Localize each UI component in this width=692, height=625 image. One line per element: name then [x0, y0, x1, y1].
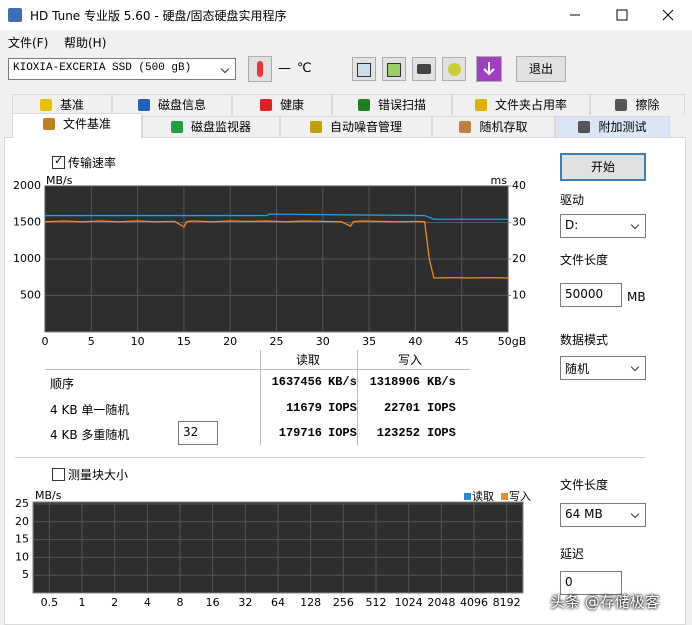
- arrow-icon: [483, 62, 495, 76]
- window-title: HD Tune 专业版 5.60 - 硬盘/固态硬盘实用程序: [30, 9, 287, 23]
- separator: [15, 457, 645, 458]
- tab-label: 基准: [59, 98, 84, 112]
- tab-label: 磁盘信息: [157, 98, 206, 112]
- tab[interactable]: 错误扫描: [332, 94, 452, 115]
- read-unit: KB/s: [328, 375, 357, 389]
- start-button[interactable]: 开始: [560, 153, 646, 181]
- write-unit: IOPS: [427, 400, 456, 415]
- tab-label: 文件夹占用率: [494, 98, 567, 112]
- tab[interactable]: 磁盘信息: [112, 94, 232, 115]
- tab[interactable]: 基准: [12, 94, 112, 115]
- file-length-input[interactable]: 50000: [560, 283, 622, 307]
- watermark: 头条 @存储极客: [550, 593, 660, 611]
- read-unit: IOPS: [328, 426, 357, 440]
- tab[interactable]: 磁盘监视器: [142, 116, 280, 137]
- tab-icon: [357, 99, 370, 111]
- unit: MB: [627, 290, 646, 304]
- separator: [357, 350, 358, 445]
- write-value: 22701: [383, 400, 420, 415]
- tab-icon: [259, 99, 272, 111]
- queue-depth: 32: [183, 425, 199, 439]
- write-value: 123252: [376, 426, 420, 440]
- read-value: 11679: [285, 400, 322, 415]
- checkbox[interactable]: [52, 468, 65, 481]
- row-label: 4 KB 多重随机: [50, 428, 130, 442]
- label: 文件长度: [560, 253, 609, 267]
- read-unit: IOPS: [328, 400, 357, 415]
- temperature: —: [278, 61, 291, 76]
- drive-select[interactable]: KIOXIA-EXCERIA SSD (500 gB): [8, 58, 236, 80]
- label: 延迟: [560, 547, 585, 561]
- tab[interactable]: 文件夹占用率: [452, 94, 590, 115]
- temperature-button[interactable]: [248, 56, 272, 82]
- menu-item[interactable]: 帮助(H): [64, 36, 107, 50]
- tab-icon: [39, 99, 52, 111]
- exit-button[interactable]: 退出: [516, 56, 566, 82]
- separator: [45, 369, 470, 370]
- options-button[interactable]: [442, 57, 466, 81]
- menu-item[interactable]: 文件(F): [8, 36, 49, 50]
- tab[interactable]: 随机存取: [432, 116, 555, 137]
- queue-depth-input[interactable]: 32: [178, 421, 218, 445]
- checkbox-label: 传输速率: [68, 156, 117, 170]
- screenshot-button[interactable]: [412, 57, 436, 81]
- tab-label: 磁盘监视器: [190, 120, 251, 134]
- tab-icon: [170, 121, 183, 133]
- tab-label: 错误扫描: [377, 98, 426, 112]
- window-controls[interactable]: [560, 0, 692, 30]
- drive-select[interactable]: D:: [560, 214, 646, 238]
- tab-label: 自动噪音管理: [329, 120, 402, 134]
- tab-label: 随机存取: [479, 120, 528, 134]
- tab-icon: [42, 118, 55, 130]
- tab[interactable]: 擦除: [590, 94, 685, 115]
- tab-icon: [615, 99, 628, 111]
- label: 文件长度: [560, 478, 609, 492]
- tab-label: 附加测试: [598, 120, 647, 134]
- delay-input[interactable]: 0: [560, 571, 622, 595]
- tab-icon: [578, 121, 591, 133]
- tab-label: 文件基准: [62, 117, 111, 131]
- read-value: 179716: [278, 426, 322, 440]
- label: 驱动: [560, 193, 585, 207]
- tab[interactable]: 健康: [232, 94, 332, 115]
- label: 数据模式: [560, 333, 609, 347]
- copy-button[interactable]: [352, 57, 376, 81]
- checkbox-label: 测量块大小: [68, 468, 129, 482]
- save-button[interactable]: [476, 56, 502, 82]
- separator: [260, 350, 261, 445]
- tab-icon: [137, 99, 150, 111]
- tab-icon: [459, 121, 472, 133]
- copy-all-button[interactable]: [382, 57, 406, 81]
- write-unit: KB/s: [427, 375, 456, 389]
- tab[interactable]: 附加测试: [555, 116, 670, 137]
- data-mode-select[interactable]: 随机: [560, 356, 646, 380]
- row-label: 顺序: [50, 377, 75, 391]
- temperature-unit: ℃: [297, 61, 312, 76]
- write-unit: IOPS: [427, 426, 456, 440]
- tab[interactable]: 文件基准: [12, 113, 142, 138]
- checkbox[interactable]: [52, 154, 65, 169]
- tab-icon: [309, 121, 322, 133]
- tab-label: 健康: [279, 98, 304, 112]
- row-label: 4 KB 单一随机: [50, 402, 130, 417]
- tab-icon: [474, 99, 487, 111]
- column-header: 写入: [398, 353, 423, 367]
- tab[interactable]: 自动噪音管理: [280, 116, 432, 137]
- read-value: 1637456: [271, 375, 322, 389]
- app-icon: [8, 8, 22, 22]
- tab-label: 擦除: [635, 98, 660, 112]
- column-header: 读取: [296, 353, 321, 367]
- write-value: 1318906: [369, 375, 420, 389]
- block-length-select[interactable]: 64 MB: [560, 503, 646, 527]
